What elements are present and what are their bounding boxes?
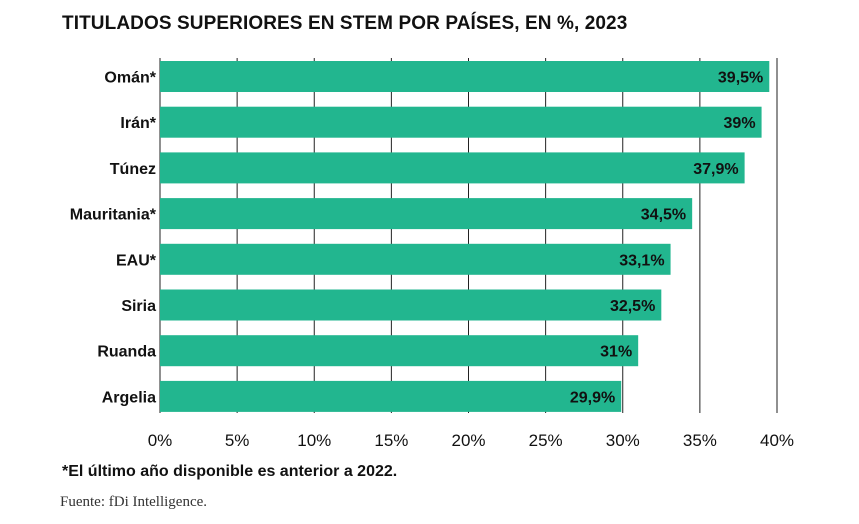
data-label: 37,9%	[693, 161, 738, 178]
data-label: 39%	[724, 115, 756, 132]
x-tick-label: 40%	[760, 431, 794, 450]
bar	[160, 198, 693, 230]
category-label: Mauritania*	[70, 207, 157, 224]
data-label: 31%	[600, 344, 632, 361]
x-tick-label: 25%	[529, 431, 563, 450]
x-tick-label: 0%	[148, 431, 173, 450]
value-labels: 39,5% 39% 37,9% 34,5% 33,1% 32,5% 31% 29,9%	[570, 70, 763, 407]
category-label: Irán*	[120, 115, 156, 132]
data-label: 32,5%	[610, 298, 655, 315]
data-label: 39,5%	[718, 70, 763, 87]
category-labels: Omán* Irán* Túnez Mauritania* EAU* Siria Ruand…	[70, 70, 157, 407]
bar	[160, 335, 639, 367]
chart-title: TITULADOS SUPERIORES EN STEM POR PAÍSES,…	[62, 13, 628, 34]
x-tick-label: 35%	[683, 431, 717, 450]
x-tick-label: 30%	[606, 431, 640, 450]
bar	[160, 152, 745, 184]
category-label: Siria	[121, 298, 156, 315]
footnote: *El último año disponible es anterior a …	[62, 463, 398, 480]
bar	[160, 61, 770, 92]
category-label: Túnez	[110, 161, 156, 178]
x-tick-label: 10%	[297, 431, 331, 450]
data-label: 29,9%	[570, 389, 615, 406]
x-tick-label: 15%	[374, 431, 408, 450]
data-label: 34,5%	[641, 207, 686, 224]
bar	[160, 289, 662, 321]
category-label: Omán*	[104, 70, 156, 87]
category-label: Ruanda	[97, 344, 156, 361]
bar	[160, 380, 622, 412]
x-tick-label: 20%	[451, 431, 485, 450]
category-label: EAU*	[116, 252, 157, 269]
category-label: Argelia	[102, 389, 156, 406]
source-note: Fuente: fDi Intelligence.	[60, 494, 208, 510]
data-label: 33,1%	[619, 252, 664, 269]
bars	[160, 61, 770, 412]
bar	[160, 106, 762, 138]
x-tick-label: 5%	[225, 431, 250, 450]
bar-chart: Omán* Irán* Túnez Mauritania* EAU* Siria Ruand…	[70, 58, 794, 450]
bar	[160, 243, 671, 275]
x-axis-ticks: 0% 5% 10% 15% 20% 25% 30% 35% 40%	[148, 431, 794, 450]
